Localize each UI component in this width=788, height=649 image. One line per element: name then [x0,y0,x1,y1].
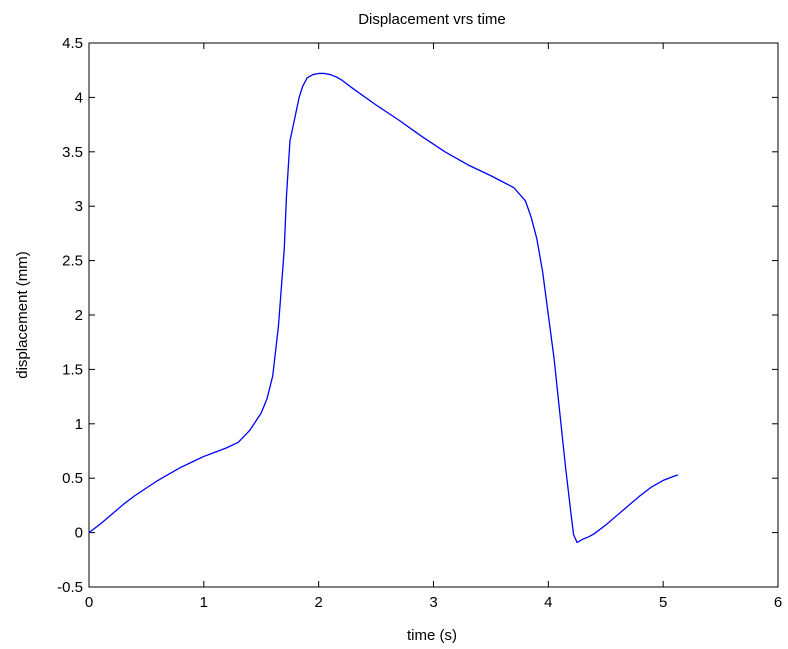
x-tick-label: 4 [544,594,552,611]
y-tick-label: 2 [75,307,83,324]
x-tick-label: 1 [200,594,208,611]
x-axis-title: time (s) [407,627,457,644]
x-tick-label: 6 [774,594,782,611]
y-tick-label: 3.5 [62,144,83,161]
y-tick-label: 4 [75,89,83,106]
x-axis-ticks: 0 1 2 3 4 5 6 [85,43,782,611]
series-line [88,72,679,544]
y-axis-ticks: -0.5 0 0.5 1 1.5 2 2.5 3 3.5 4 4.5 [57,35,778,596]
y-tick-label: 2.5 [62,253,83,270]
series-layer [88,72,679,544]
x-tick-label: 5 [659,594,667,611]
y-tick-label: 1.5 [62,361,83,378]
x-tick-label: 3 [429,594,437,611]
x-tick-label: 2 [314,594,322,611]
y-tick-label: 0 [75,525,83,542]
y-tick-label: 3 [75,198,83,215]
x-tick-label: 0 [85,594,93,611]
y-tick-label: -0.5 [57,579,83,596]
y-tick-label: 4.5 [62,35,83,52]
axes-box [88,42,779,588]
y-tick-label: 1 [75,416,83,433]
y-tick-label: 0.5 [62,470,83,487]
chart-title: Displacement vrs time [358,11,506,28]
y-axis-title: displacement (mm) [14,251,31,379]
